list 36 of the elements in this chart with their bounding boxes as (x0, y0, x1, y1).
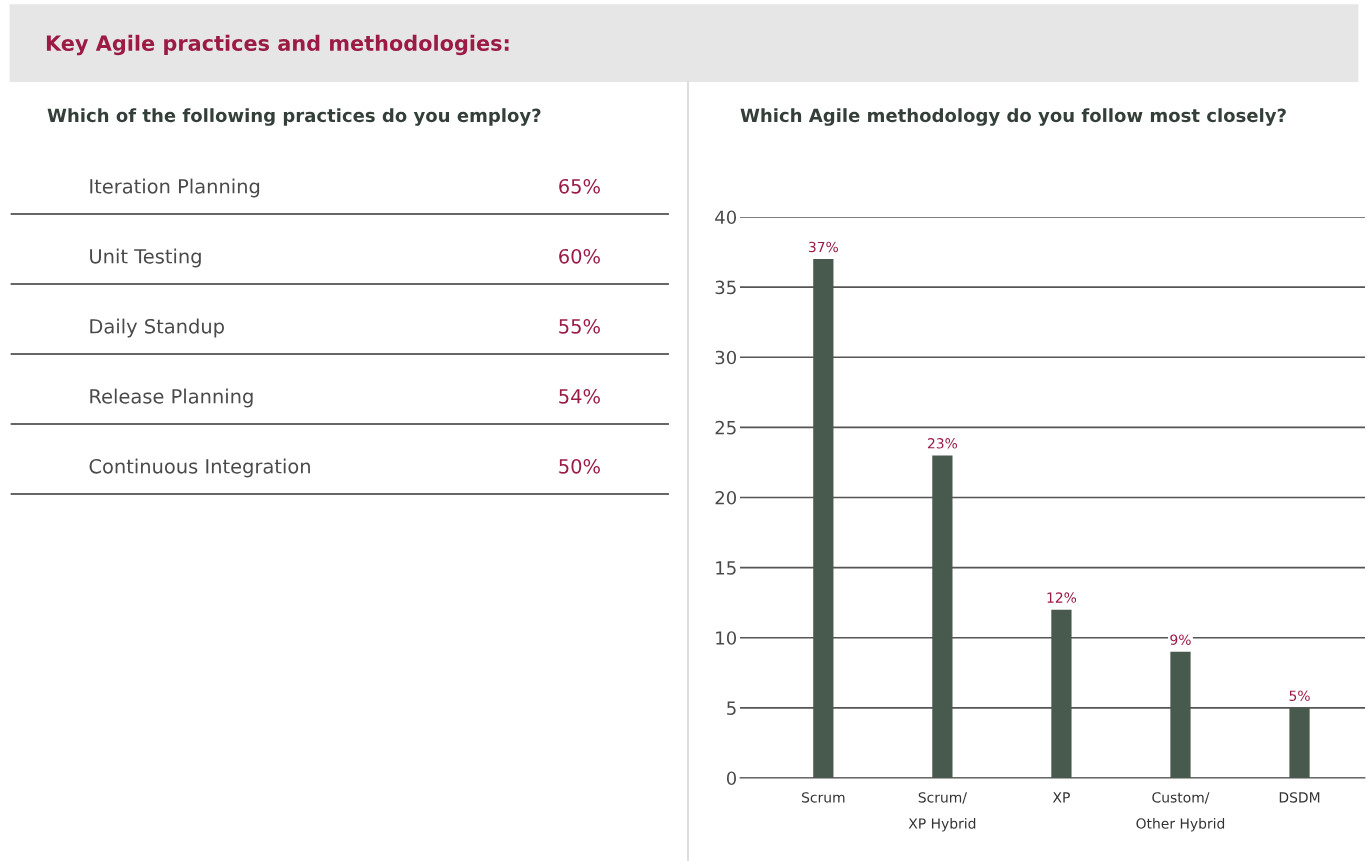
x-tick-label: XP (1052, 792, 1070, 803)
y-tick-label: 0 (726, 771, 737, 786)
category-label: Release Planning (90, 388, 253, 408)
y-tick-label: 25 (715, 420, 736, 435)
y-tick-label: 30 (715, 350, 737, 365)
category-label: Iteration Planning (90, 178, 260, 198)
y-tick-label: 20 (715, 490, 737, 505)
x-tick-label: Scrum/ XP Hybrid (908, 792, 976, 832)
data-label: 65% (559, 178, 600, 194)
data-label: 5% (1289, 690, 1310, 702)
category-label: Unit Testing (90, 248, 201, 268)
y-tick-label: 5 (727, 701, 736, 715)
category-label: Continuous Integration (89, 458, 310, 478)
y-tick-label: 40 (715, 210, 737, 225)
y-tick-label: 15 (716, 561, 736, 575)
x-tick-label: Custom/ Other Hybrid (1136, 792, 1225, 832)
category-label: Daily Standup (90, 318, 224, 338)
data-label: 60% (559, 248, 600, 264)
bar (1051, 609, 1072, 778)
bar (813, 259, 834, 778)
data-label: 37% (808, 241, 838, 253)
x-tick-label: DSDM (1279, 792, 1320, 803)
data-label: 9% (1170, 634, 1191, 645)
data-label: 12% (1047, 592, 1077, 603)
bar (1170, 651, 1191, 778)
data-label: 54% (559, 388, 600, 404)
chart-title: Which Agile methodology do you follow most closely? (740, 108, 1286, 126)
text: Key Agile practices and methodologies: (46, 34, 509, 56)
y-tick-label: 35 (715, 280, 736, 295)
data-label: 50% (559, 458, 600, 474)
y-tick-label: 10 (716, 631, 737, 645)
text: Which of the following practices do you employ? (47, 108, 541, 126)
data-label: 55% (559, 318, 600, 334)
x-tick-label: Scrum (802, 792, 845, 803)
data-label: 23% (927, 438, 958, 449)
bar (932, 455, 953, 778)
